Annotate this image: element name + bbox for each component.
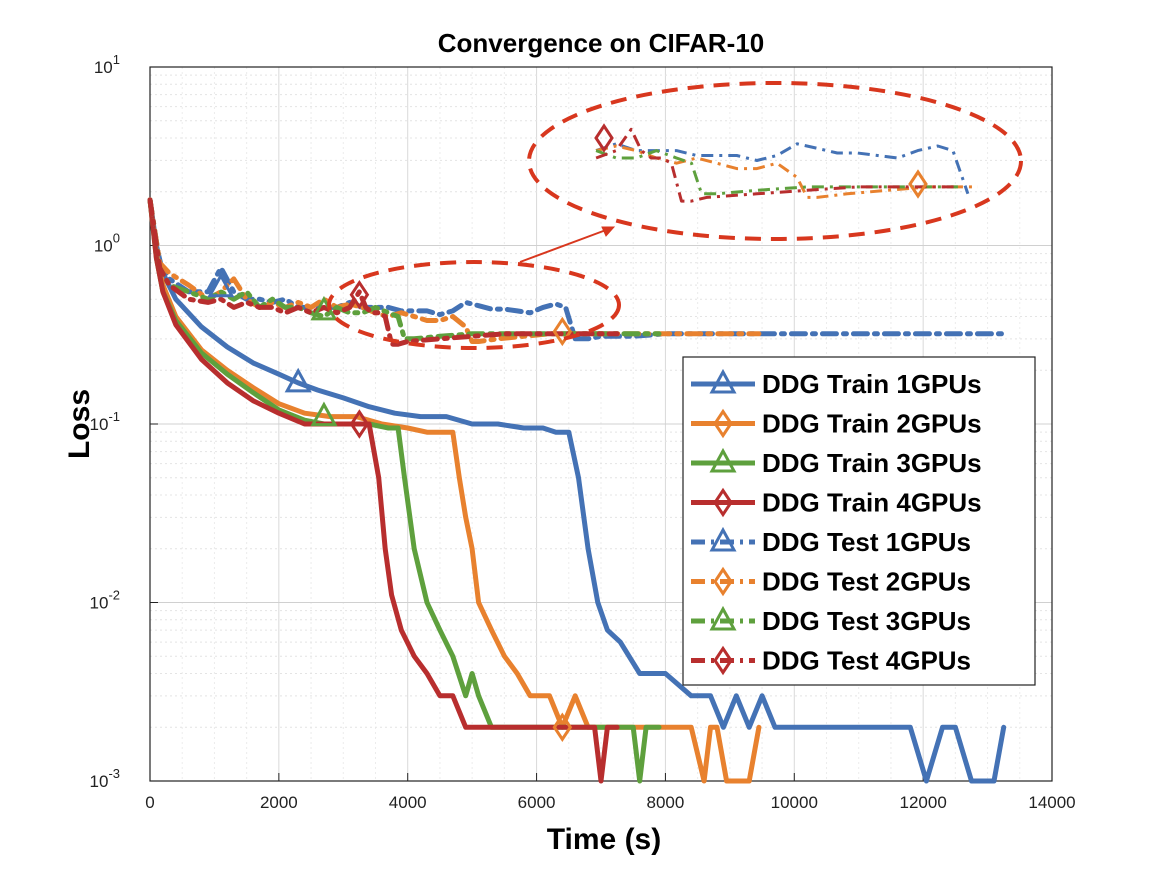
inset-ellipse [527,81,1023,241]
x-axis-label: Time (s) [547,823,661,856]
series-line [147,197,1007,342]
data-marker [284,367,312,393]
x-tick-label: 8000 [647,793,685,812]
legend-marker [709,526,737,552]
x-tick-label: 4000 [389,793,427,812]
legend-marker [713,408,733,439]
x-tick-label: 6000 [518,793,556,812]
legend-marker [713,566,733,597]
legend-label: DDG Train 2GPUs [762,409,982,439]
x-tick-label: 2000 [260,793,298,812]
inset-series-line [595,149,958,196]
y-tick-label: 100 [94,231,120,256]
y-tick-label: 10-2 [90,588,120,613]
y-tick-label: 10-1 [90,409,120,434]
series-line [147,197,1007,784]
inset-series-line [595,127,958,203]
inset-arrow [519,229,607,263]
series-line [147,197,620,347]
legend-label: DDG Train 3GPUs [762,448,982,478]
y-ticks: 10-3 10-2 10-1 100 101 [90,52,158,791]
series-line [147,197,762,344]
legend-label: DDG Train 4GPUs [762,488,982,518]
legend-marker [709,447,737,473]
y-tick-label: 101 [94,52,120,77]
legend-label: DDG Test 4GPUs [762,646,971,676]
data-marker [349,409,370,439]
legend-label: DDG Test 2GPUs [762,567,971,597]
highlight-ellipse [327,260,621,350]
data-marker [310,401,338,427]
legend-box [682,356,1036,686]
series-line [147,197,762,784]
data-marker [552,712,573,742]
legend-marker [713,645,733,676]
x-tick-label: 12000 [900,793,947,812]
x-ticks: 0 2000 4000 6000 8000 10000 12000 14000 [145,773,1076,812]
y-axis-label: Loss [63,389,96,459]
legend-label: DDG Train 1GPUs [762,369,982,399]
x-tick-label: 10000 [771,793,818,812]
data-marker [349,280,370,310]
series-line [147,197,662,342]
x-tick-label: 14000 [1028,793,1075,812]
legend-label: DDG Test 3GPUs [762,606,971,636]
series-line [147,197,620,784]
inset-arrow-head [601,226,616,237]
legend-marker [709,605,737,631]
data-marker [552,316,573,347]
chart-title: Convergence on CIFAR-10 [438,28,765,58]
series [147,197,1007,784]
legend: DDG Train 1GPUs DDG Train 2GPUs DDG Train … [682,356,1036,686]
inset-marker [908,169,928,199]
data-marker [207,272,235,298]
legend-marker [713,487,733,518]
y-tick-label: 10-3 [90,766,120,791]
x-tick-label: 0 [145,793,154,812]
annotations [327,81,1023,350]
inset-series-line [595,142,970,195]
legend-marker [709,368,737,394]
legend-label: DDG Test 1GPUs [762,527,971,557]
inset-marker [594,123,614,153]
